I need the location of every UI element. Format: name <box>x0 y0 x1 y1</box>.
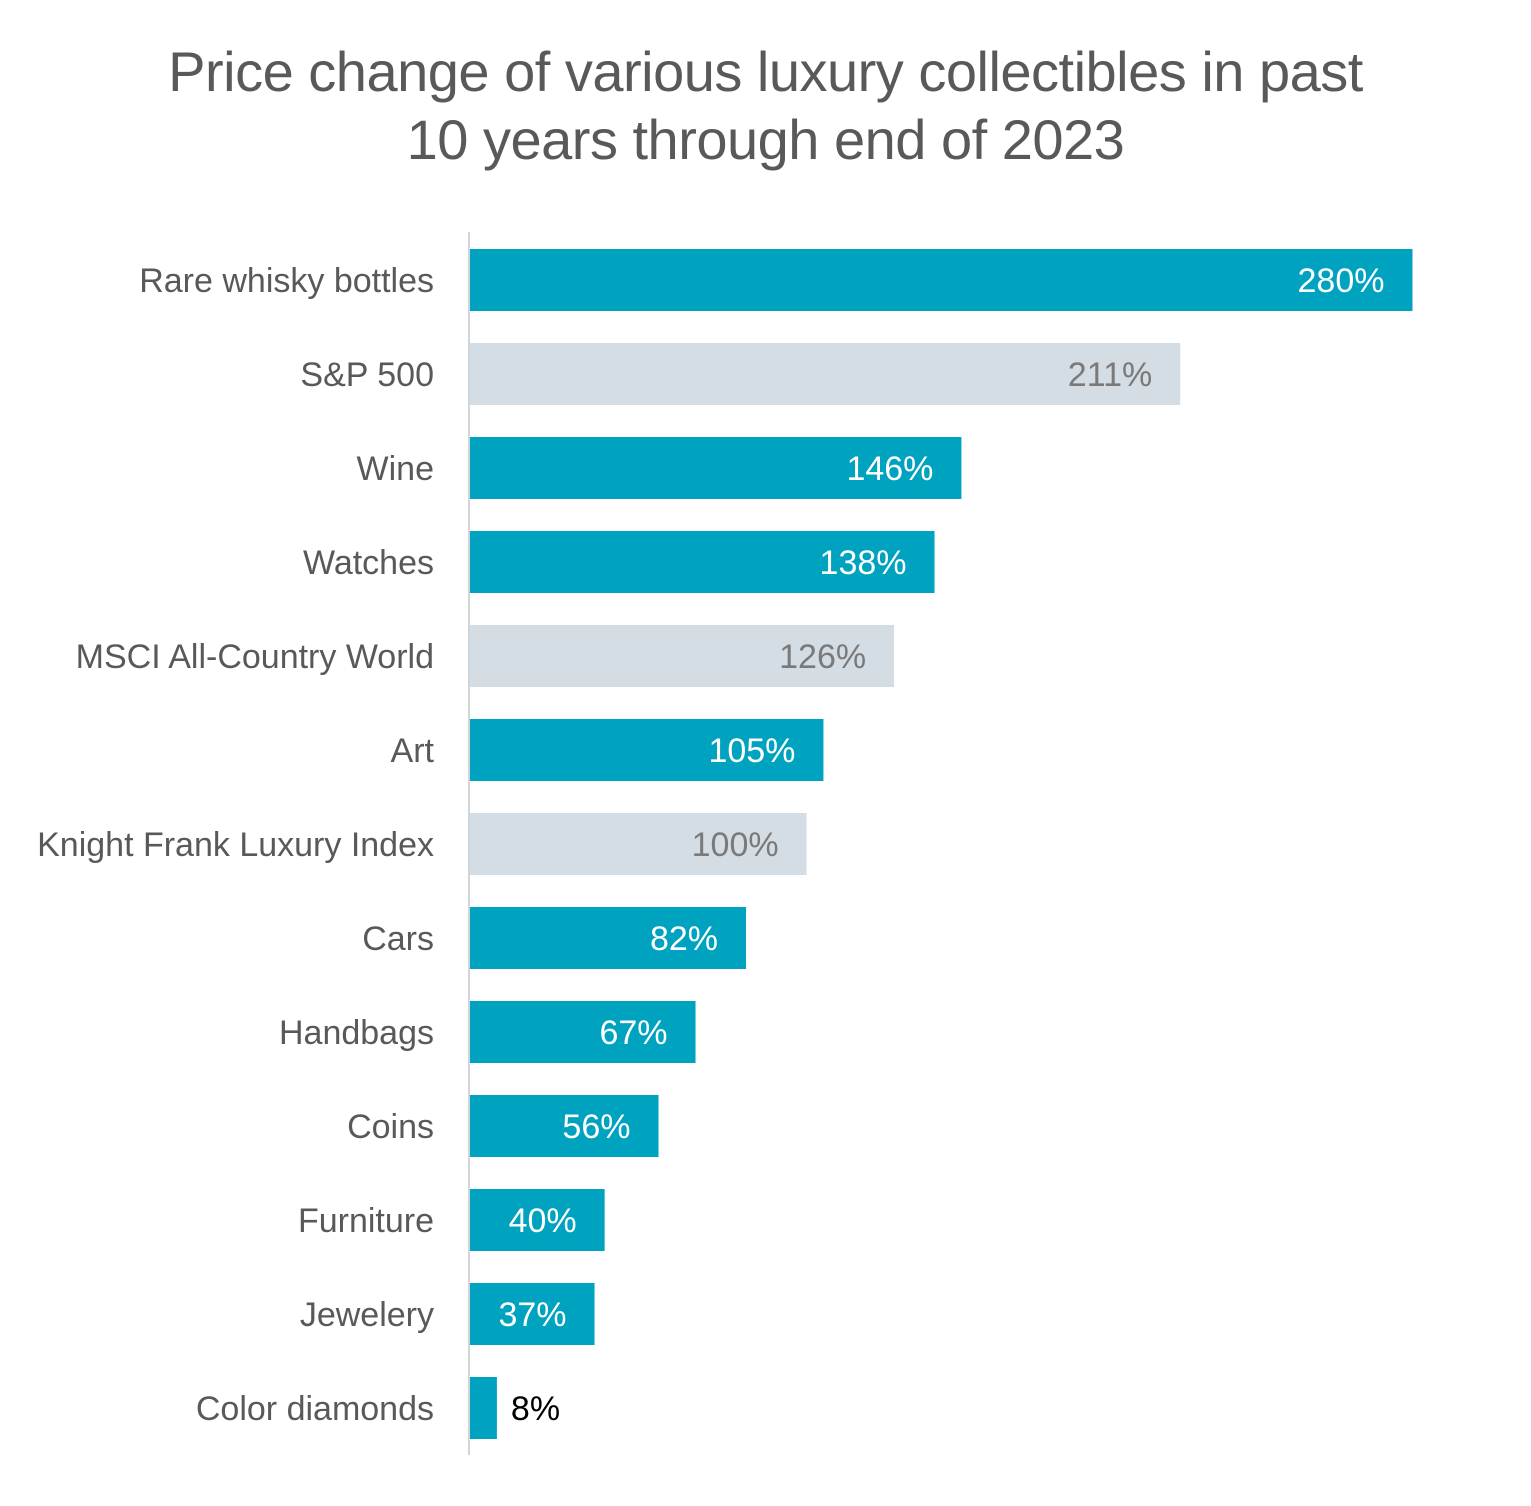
chart-title-line-1: Price change of various luxury collectib… <box>168 40 1363 103</box>
value-label-knight-frank-luxury-index: 100% <box>692 826 779 864</box>
value-label-jewelery: 37% <box>498 1296 566 1334</box>
value-labels-group: 280% 211% 146% 138% 126% 105% 100% 82% 67% 56% 40%… <box>498 262 1384 1428</box>
category-label-wine: Wine <box>357 450 434 488</box>
category-label-rare-whisky-bottles: Rare whisky bottles <box>139 262 434 300</box>
value-label-sandp-500: 211% <box>1068 356 1152 394</box>
bar-sandp-500 <box>470 343 1181 405</box>
bar-color-diamonds <box>470 1377 497 1439</box>
category-label-color-diamonds: Color diamonds <box>196 1390 434 1428</box>
bar-cars <box>470 907 747 969</box>
bar-msci-all-country-world <box>470 625 895 687</box>
chart-title-line-2: 10 years through end of 2023 <box>406 108 1125 171</box>
category-label-knight-frank-luxury-index: Knight Frank Luxury Index <box>37 826 434 864</box>
bar-handbags <box>470 1001 696 1063</box>
value-label-color-diamonds: 8% <box>511 1390 560 1428</box>
value-label-cars: 82% <box>650 920 718 958</box>
bar-coins <box>470 1095 659 1157</box>
bar-watches <box>470 531 935 593</box>
value-label-wine: 146% <box>846 450 933 488</box>
value-label-handbags: 67% <box>599 1014 667 1052</box>
value-label-art: 105% <box>708 732 795 770</box>
value-label-coins: 56% <box>562 1108 630 1146</box>
category-label-jewelery: Jewelery <box>300 1296 434 1334</box>
value-label-watches: 138% <box>820 544 907 582</box>
category-labels-group: Rare whisky bottles S&P 500 Wine Watches MSC… <box>37 262 434 1428</box>
value-label-msci-all-country-world: 126% <box>779 638 866 676</box>
category-label-furniture: Furniture <box>298 1202 434 1240</box>
category-label-sandp-500: S&P 500 <box>300 356 434 394</box>
category-label-msci-all-country-world: MSCI All-Country World <box>76 638 434 676</box>
chart-title: Price change of various luxury collectib… <box>0 38 1531 174</box>
bar-rare-whisky-bottles <box>470 249 1413 311</box>
bars-group <box>470 249 1413 1439</box>
category-label-cars: Cars <box>362 920 434 958</box>
category-label-coins: Coins <box>347 1108 434 1146</box>
value-label-rare-whisky-bottles: 280% <box>1298 262 1385 300</box>
bar-knight-frank-luxury-index <box>470 813 807 875</box>
bar-furniture <box>470 1189 605 1251</box>
bar-jewelery <box>470 1283 595 1345</box>
category-label-handbags: Handbags <box>279 1014 434 1052</box>
category-label-art: Art <box>391 732 435 770</box>
bar-art <box>470 719 824 781</box>
value-label-furniture: 40% <box>509 1202 577 1240</box>
bar-wine <box>470 437 962 499</box>
category-label-watches: Watches <box>303 544 434 582</box>
